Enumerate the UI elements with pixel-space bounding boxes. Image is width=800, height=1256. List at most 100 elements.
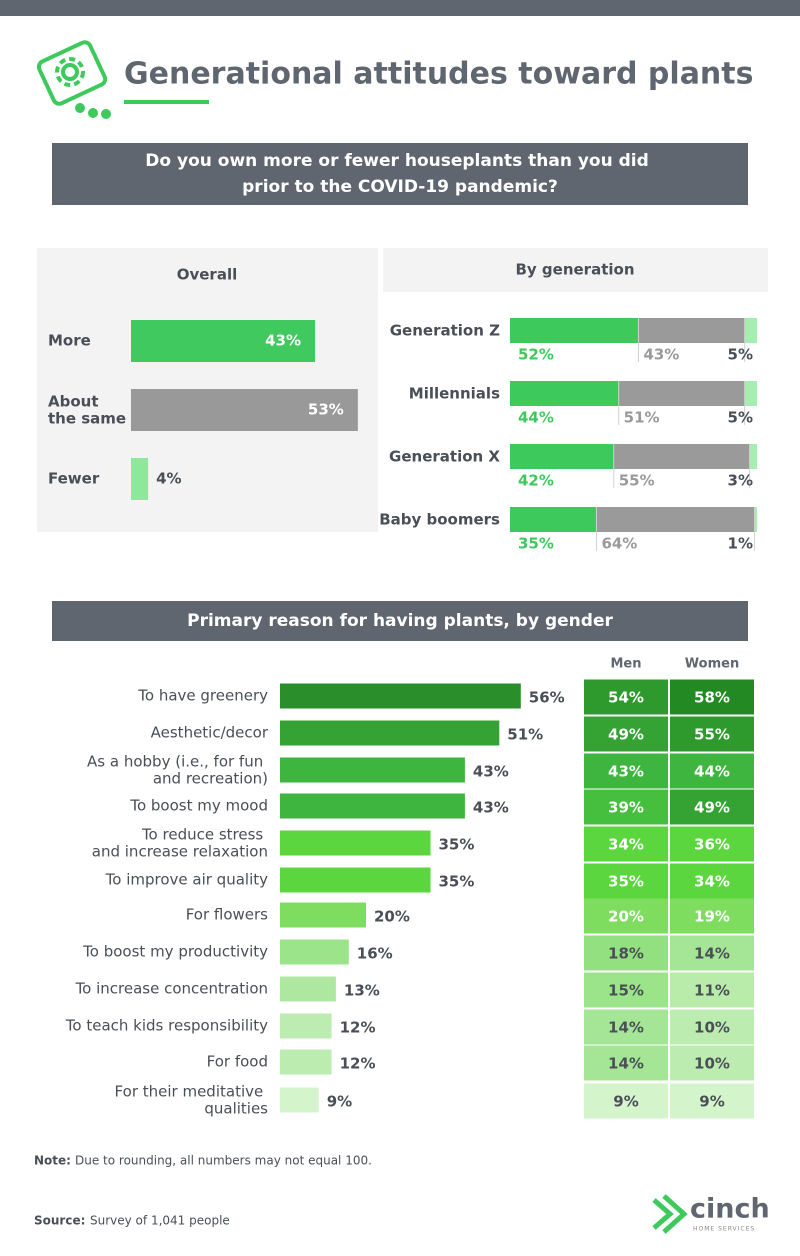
bar <box>280 720 500 746</box>
bar <box>280 902 366 928</box>
heat-cell <box>670 716 754 752</box>
category-label: Millennials <box>409 385 500 403</box>
value-label: 4% <box>156 470 181 488</box>
value-label: 64% <box>601 535 637 553</box>
cell-label: 9% <box>699 1093 724 1111</box>
value-label: 35% <box>518 535 554 553</box>
column-header: Men <box>610 657 641 672</box>
category-label: To boost my mood <box>129 797 268 815</box>
cell-label: 39% <box>608 799 644 817</box>
top-bar <box>0 0 800 16</box>
cell-label: 35% <box>608 873 644 891</box>
heat-cell <box>670 935 754 971</box>
value-label: 35% <box>439 836 475 854</box>
bar <box>280 1049 332 1075</box>
cell-label: 43% <box>608 763 644 781</box>
heat-cell <box>670 1045 754 1081</box>
value-label: 43% <box>473 799 509 817</box>
bar-segment <box>618 381 745 406</box>
heat-cell <box>584 863 668 899</box>
cell-label: 11% <box>694 982 730 1000</box>
cell-label: 54% <box>608 689 644 707</box>
value-label: 55% <box>619 472 655 490</box>
heat-cell <box>670 753 754 789</box>
value-label: 42% <box>518 472 554 490</box>
cell-label: 49% <box>694 799 730 817</box>
cell-label: 20% <box>608 908 644 926</box>
cell-label: 58% <box>694 689 730 707</box>
category-label: Aesthetic/decor <box>151 724 269 742</box>
heat-cell <box>670 1083 754 1119</box>
section-header <box>52 601 748 641</box>
heat-cell <box>670 863 754 899</box>
logo-tagline: HOME SERVICES <box>693 1226 755 1233</box>
cell-label: 34% <box>694 873 730 891</box>
bar-segment <box>510 318 639 343</box>
category-label: More <box>48 332 91 350</box>
bar <box>131 389 358 431</box>
chart-title: Overall <box>177 266 238 284</box>
chart-title: By generation <box>515 261 634 279</box>
bar <box>280 757 465 783</box>
heat-cell <box>584 753 668 789</box>
value-label: 51% <box>624 409 660 427</box>
bar-segment <box>638 318 745 343</box>
bar <box>280 976 336 1002</box>
heat-cell <box>584 716 668 752</box>
section-header <box>52 143 748 205</box>
bar <box>131 458 149 500</box>
category-label: For flowers <box>186 906 268 924</box>
value-label: 5% <box>728 346 753 364</box>
cell-label: 36% <box>694 836 730 854</box>
heat-cell <box>584 789 668 825</box>
category-label: To have greenery <box>137 687 268 705</box>
value-label: 3% <box>728 472 753 490</box>
heat-cell <box>584 935 668 971</box>
category-label: Generation Z <box>390 322 500 340</box>
value-label: 56% <box>529 689 565 707</box>
heat-cell <box>670 972 754 1008</box>
cell-label: 14% <box>608 1055 644 1073</box>
cell-label: 10% <box>694 1055 730 1073</box>
category-label: Fewer <box>48 470 100 488</box>
heat-cell <box>584 972 668 1008</box>
note-label: Note: <box>34 1154 71 1168</box>
cell-label: 19% <box>694 908 730 926</box>
cell-label: 49% <box>608 726 644 744</box>
panel-header <box>383 248 768 292</box>
category-label: To boost my productivity <box>82 943 268 961</box>
category-label: Baby boomers <box>379 511 500 529</box>
bar-segment <box>744 318 757 343</box>
heat-cell <box>670 679 754 715</box>
heat-cell <box>670 1009 754 1045</box>
chart-title: Primary reason for having plants, by gen… <box>187 611 613 631</box>
bar-segment <box>744 381 757 406</box>
value-label: 13% <box>344 982 380 1000</box>
category-label: To increase concentration <box>75 980 268 998</box>
category-label: For their meditative qualities <box>115 1082 269 1117</box>
heat-cell <box>584 1083 668 1119</box>
cell-label: 55% <box>694 726 730 744</box>
category-label: Generation X <box>389 448 500 466</box>
category-label: To reduce stress and increase relaxation <box>92 825 268 860</box>
logo: cinch <box>690 1194 770 1225</box>
bar <box>131 320 316 362</box>
cell-label: 10% <box>694 1019 730 1037</box>
bar <box>280 830 431 856</box>
heat-cell <box>670 789 754 825</box>
cell-label: 44% <box>694 763 730 781</box>
bar-segment <box>510 381 619 406</box>
source: Survey of 1,041 people <box>90 1214 230 1228</box>
value-label: 51% <box>507 726 543 744</box>
heat-cell <box>584 826 668 862</box>
category-label: To teach kids responsibility <box>65 1017 268 1035</box>
logo-mark <box>652 1194 688 1234</box>
heat-cell <box>670 898 754 934</box>
value-label: 9% <box>327 1093 352 1111</box>
cell-label: 14% <box>694 945 730 963</box>
bar <box>280 793 465 819</box>
value-label: 16% <box>357 945 393 963</box>
logo-icon <box>36 40 111 119</box>
heat-cell <box>584 1045 668 1081</box>
